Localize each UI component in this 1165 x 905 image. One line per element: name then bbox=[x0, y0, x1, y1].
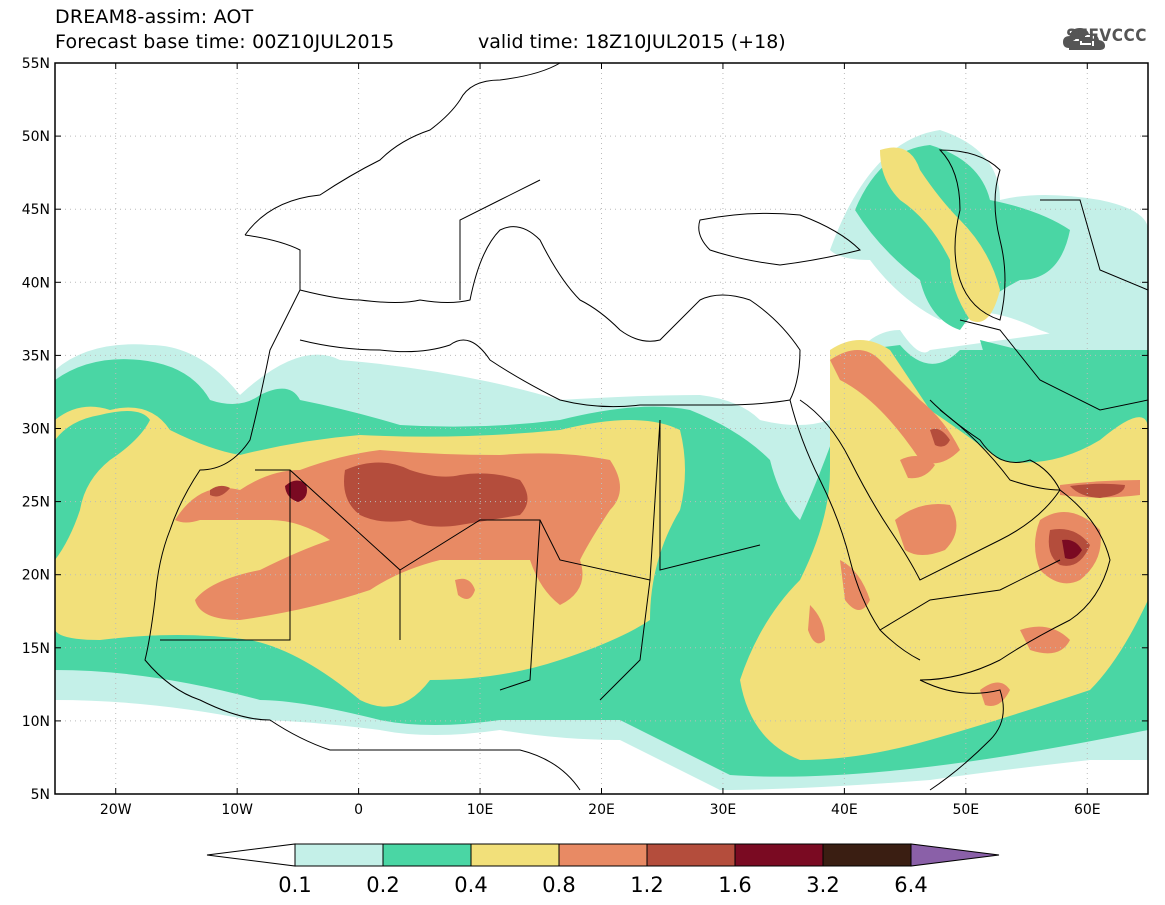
lat-label: 5N bbox=[31, 787, 50, 803]
lon-label: 60E bbox=[1074, 802, 1101, 818]
lat-label: 10N bbox=[22, 714, 50, 730]
colorbar-label: 0.8 bbox=[542, 873, 575, 897]
colorbar-segment bbox=[558, 843, 648, 867]
lon-label: 10W bbox=[221, 802, 253, 818]
lon-label: 30E bbox=[710, 802, 737, 818]
coastlines bbox=[144, 62, 1149, 791]
lat-label: 25N bbox=[22, 495, 50, 511]
colorbar-segment bbox=[294, 843, 384, 867]
base-time-label: Forecast base time: 00Z10JUL2015 bbox=[55, 31, 395, 53]
colorbar-label: 3.2 bbox=[806, 873, 839, 897]
lat-label: 50N bbox=[22, 129, 50, 145]
lat-label: 55N bbox=[22, 56, 50, 72]
lat-label: 45N bbox=[22, 202, 50, 218]
lon-label: 10E bbox=[467, 802, 494, 818]
lat-label: 40N bbox=[22, 275, 50, 291]
lat-label: 15N bbox=[22, 641, 50, 657]
colorbar-over-triangle bbox=[910, 843, 1000, 867]
colorbar-segment bbox=[382, 843, 472, 867]
colorbar-label: 6.4 bbox=[894, 873, 927, 897]
colorbar-label: 1.2 bbox=[630, 873, 663, 897]
valid-time-label: valid time: 18Z10JUL2015 (+18) bbox=[478, 31, 786, 53]
colorbar-label: 0.2 bbox=[366, 873, 399, 897]
colorbar-under-triangle bbox=[206, 843, 296, 867]
colorbar-label: 0.4 bbox=[454, 873, 487, 897]
colorbar-segment bbox=[470, 843, 560, 867]
colorbar-segment bbox=[734, 843, 824, 867]
colorbar-segment bbox=[646, 843, 736, 867]
axis-ticks bbox=[55, 62, 1148, 795]
longitude-labels: 20W 10W 0 10E 20E 30E 40E 50E 60E bbox=[100, 802, 1101, 818]
lon-label: 0 bbox=[354, 802, 363, 818]
lat-label: 20N bbox=[22, 568, 50, 584]
lat-label: 30N bbox=[22, 422, 50, 438]
colorbar-label: 0.1 bbox=[278, 873, 311, 897]
lat-label: 35N bbox=[22, 348, 50, 364]
aot-level-1.2 bbox=[210, 428, 1125, 566]
colorbar-label: 1.6 bbox=[718, 873, 751, 897]
colorbar-segment bbox=[822, 843, 912, 867]
lon-label: 40E bbox=[831, 802, 858, 818]
logo-text: SEEVCCC bbox=[1066, 26, 1147, 46]
chart-title: DREAM8-assim: AOT bbox=[55, 6, 254, 28]
lon-label: 20E bbox=[588, 802, 615, 818]
lon-label: 20W bbox=[100, 802, 132, 818]
colorbar: 0.1 0.2 0.4 0.8 1.2 1.6 3.2 6.4 bbox=[206, 843, 1000, 897]
latitude-labels: 55N 50N 45N 40N 35N 30N 25N 20N 15N 10N 5N bbox=[22, 56, 50, 803]
cloud-icon bbox=[1063, 28, 1105, 50]
map-gridlines bbox=[55, 63, 1148, 794]
lon-label: 50E bbox=[952, 802, 979, 818]
